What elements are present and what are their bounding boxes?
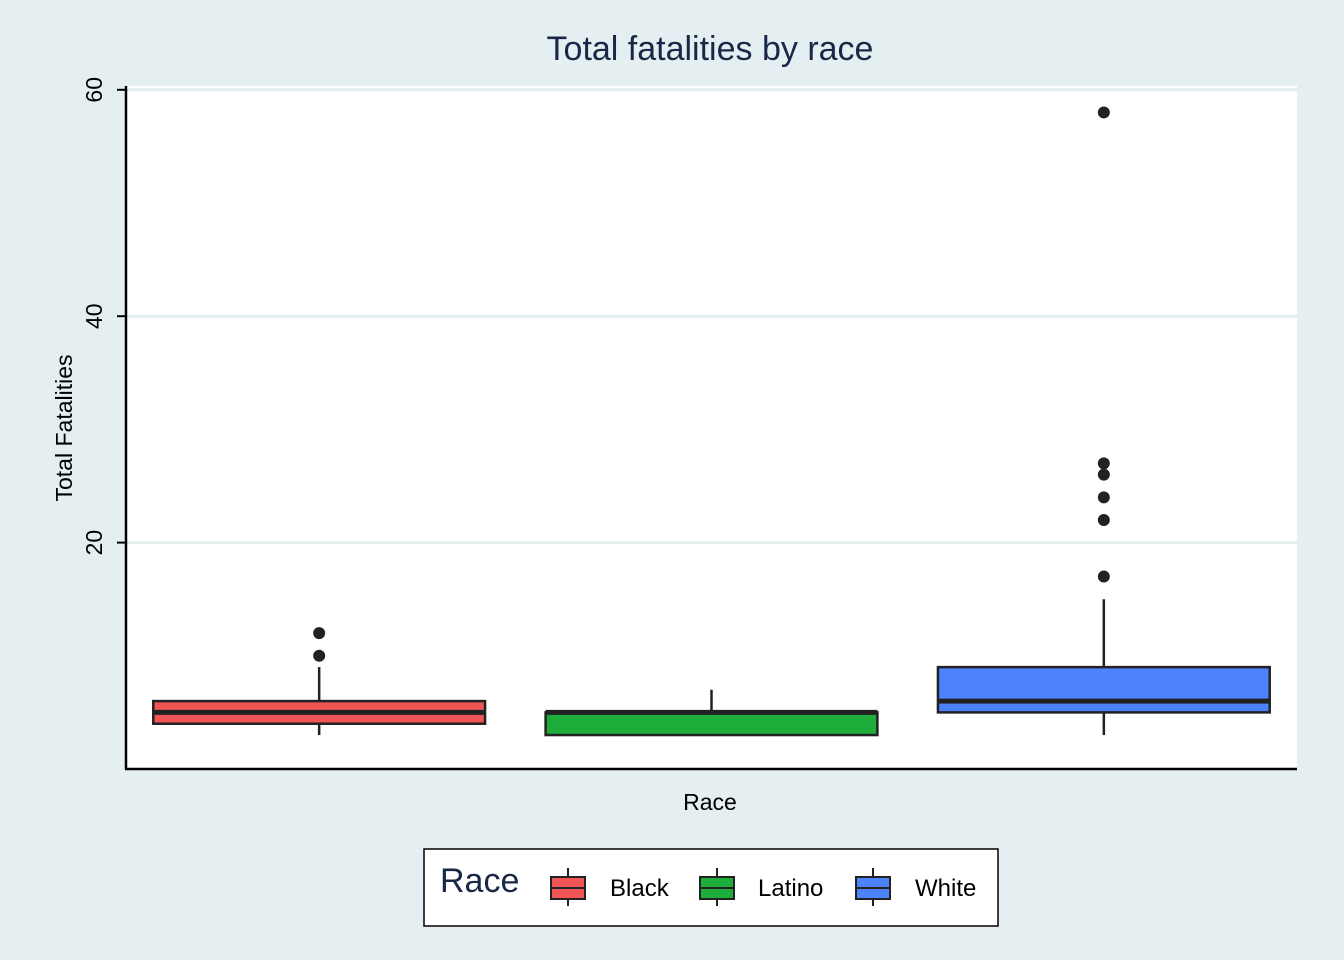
outlier-white-1	[1097, 513, 1110, 526]
box-series	[152, 106, 1271, 737]
box-black	[152, 627, 487, 736]
legend-label-black: Black	[610, 875, 670, 902]
box-rect-latino	[544, 711, 879, 737]
outlier-white-0	[1097, 570, 1110, 583]
outlier-white-2	[1097, 491, 1110, 504]
legend-label-latino: Latino	[758, 875, 823, 902]
box-white	[936, 106, 1271, 736]
y-tick-label-60: 60	[81, 77, 107, 103]
outlier-white-3	[1097, 468, 1110, 481]
legend-keys: Black Latino White	[550, 868, 976, 906]
y-tick-label-20: 20	[81, 530, 107, 556]
y-ticks: 20 40 60	[81, 77, 126, 555]
box-latino	[544, 689, 879, 737]
outlier-white-5	[1097, 106, 1110, 119]
legend-item-black: Black	[550, 868, 670, 906]
legend-item-white: White	[855, 868, 976, 906]
chart-title: Total fatalities by race	[547, 30, 874, 68]
legend-box	[423, 848, 999, 927]
grid-lines	[126, 88, 1297, 545]
axes	[124, 86, 1297, 771]
outlier-black-0	[313, 649, 326, 662]
outlier-black-1	[313, 627, 326, 640]
legend: Race Black Latino White	[423, 848, 999, 927]
legend-title: Race	[440, 862, 519, 900]
y-tick-label-40: 40	[81, 303, 107, 329]
box-rect-white	[936, 665, 1271, 714]
outlier-white-4	[1097, 457, 1110, 470]
legend-label-white: White	[915, 875, 976, 902]
x-axis-label: Race	[683, 789, 737, 815]
y-axis-label: Total Fatalities	[51, 354, 77, 501]
legend-item-latino: Latino	[699, 868, 823, 906]
